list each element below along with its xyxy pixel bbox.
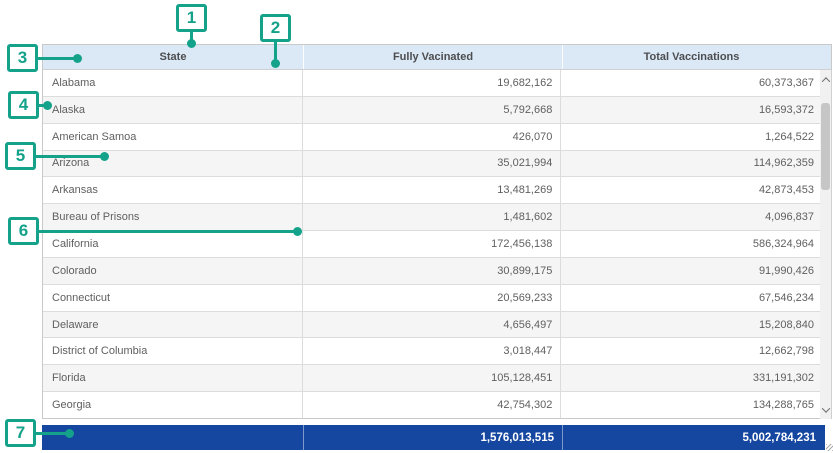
callout-5-dot [99,151,109,161]
total-vaccinations-cell: 42,873,453 [758,184,814,197]
callout-6: 6 [8,217,39,245]
total-vaccinations-cell: 91,990,426 [758,264,814,277]
table-row[interactable]: Arizona 35,021,994 114,962,359 [43,150,820,178]
table-body: Alabama 19,682,162 60,373,367 Alaska 5,7… [42,70,820,419]
total-vaccinations-cell: 60,373,367 [758,76,814,89]
total-vaccinations-cell: 15,208,840 [758,318,814,331]
table-row[interactable]: Georgia 42,754,302 134,288,765 [43,392,820,418]
table-header-row: State Fully Vacinated Total Vaccinations [42,44,832,70]
callout-5: 5 [5,142,36,170]
totals-state-cell [42,425,303,450]
callout-2: 2 [260,14,291,42]
total-vaccinations-cell: 16,593,372 [758,103,814,116]
table-row[interactable]: Alabama 19,682,162 60,373,367 [43,70,820,97]
state-cell: Arkansas [43,177,303,204]
callout-2-dot [271,58,280,68]
fully-vacinated-cell: 35,021,994 [303,150,562,177]
totals-row: 1,576,013,515 5,002,784,231 [42,425,825,450]
total-vaccinations-cell: 1,264,522 [765,130,814,143]
total-vaccinations-cell: 4,096,837 [765,211,814,224]
callout-4: 4 [8,91,39,119]
callout-7-dot [64,428,74,438]
state-cell: Alaska [43,96,303,123]
table-row[interactable]: American Samoa 426,070 1,264,522 [43,123,820,151]
fully-vacinated-cell: 4,656,497 [303,311,562,338]
state-cell: Colorado [43,257,303,284]
state-cell: Arizona [43,150,303,177]
table-row[interactable]: Bureau of Prisons 1,481,602 4,096,837 [43,204,820,232]
table-row[interactable]: Florida 105,128,451 331,191,302 [43,365,820,393]
table-row[interactable]: Colorado 30,899,175 91,990,426 [43,257,820,285]
fully-vacinated-cell: 3,018,447 [303,338,562,365]
fully-vacinated-cell: 42,754,302 [303,392,562,418]
callout-2-line [274,42,277,63]
scroll-up-button[interactable] [820,72,832,87]
table-row[interactable]: Alaska 5,792,668 16,593,372 [43,96,820,124]
column-header-total-vaccinations[interactable]: Total Vaccinations [562,45,820,69]
state-cell: American Samoa [43,123,303,150]
table-row[interactable]: Arkansas 13,481,269 42,873,453 [43,177,820,205]
callout-3: 3 [7,44,38,72]
callout-1-dot [187,38,196,48]
table-row[interactable]: Connecticut 20,569,233 67,546,234 [43,284,820,312]
total-vaccinations-cell: 586,324,964 [752,237,814,250]
fully-vacinated-cell: 20,569,233 [303,284,562,311]
fully-vacinated-cell: 19,682,162 [303,70,562,96]
state-cell: Connecticut [43,284,303,311]
chevron-up-icon [821,76,831,86]
fully-vacinated-cell: 5,792,668 [303,96,562,123]
state-cell: California [43,231,303,257]
callout-1: 1 [176,4,207,32]
total-vaccinations-cell: 134,288,765 [752,399,814,412]
fully-vacinated-cell: 30,899,175 [303,257,562,284]
state-cell: Florida [43,365,303,392]
state-cell: Delaware [43,311,303,338]
total-vaccinations-cell: 331,191,302 [752,372,814,385]
state-cell: Bureau of Prisons [43,204,303,231]
state-cell: Georgia [43,392,303,418]
scrollbar-thumb[interactable] [821,103,830,190]
resize-grip-icon[interactable] [826,444,833,451]
fully-vacinated-cell: 426,070 [303,123,562,150]
vertical-scrollbar[interactable] [820,70,832,419]
callout-4-dot [42,100,52,110]
table-row[interactable]: District of Columbia 3,018,447 12,662,79… [43,338,820,366]
callout-5-line [36,154,104,158]
column-header-state[interactable]: State [159,51,187,63]
column-header-fully-vacinated[interactable]: Fully Vacinated [303,45,562,69]
fully-vacinated-cell: 13,481,269 [303,177,562,204]
state-cell: Alabama [43,70,303,96]
state-cell: District of Columbia [43,338,303,365]
total-vaccinations-cell: 12,662,798 [758,345,814,358]
total-vaccinations-cell: 114,962,359 [753,157,814,170]
totals-total-vaccinations-cell: 5,002,784,231 [562,425,825,450]
callout-1-line [190,32,193,43]
callout-7: 7 [5,419,36,447]
total-vaccinations-cell: 67,546,234 [758,291,814,304]
scroll-down-button[interactable] [820,402,832,417]
totals-fully-vacinated-cell: 1,576,013,515 [303,425,562,450]
table-row[interactable]: Delaware 4,656,497 15,208,840 [43,311,820,339]
callout-6-line [39,229,297,233]
table-row[interactable]: California 172,456,138 586,324,964 [43,231,820,258]
callout-6-dot [292,226,302,236]
callout-3-line [38,56,77,60]
callout-7-line [36,431,69,435]
fully-vacinated-cell: 105,128,451 [303,365,562,392]
fully-vacinated-cell: 172,456,138 [303,231,562,257]
chevron-down-icon [821,403,831,413]
callout-3-dot [72,53,82,63]
fully-vacinated-cell: 1,481,602 [303,204,562,231]
